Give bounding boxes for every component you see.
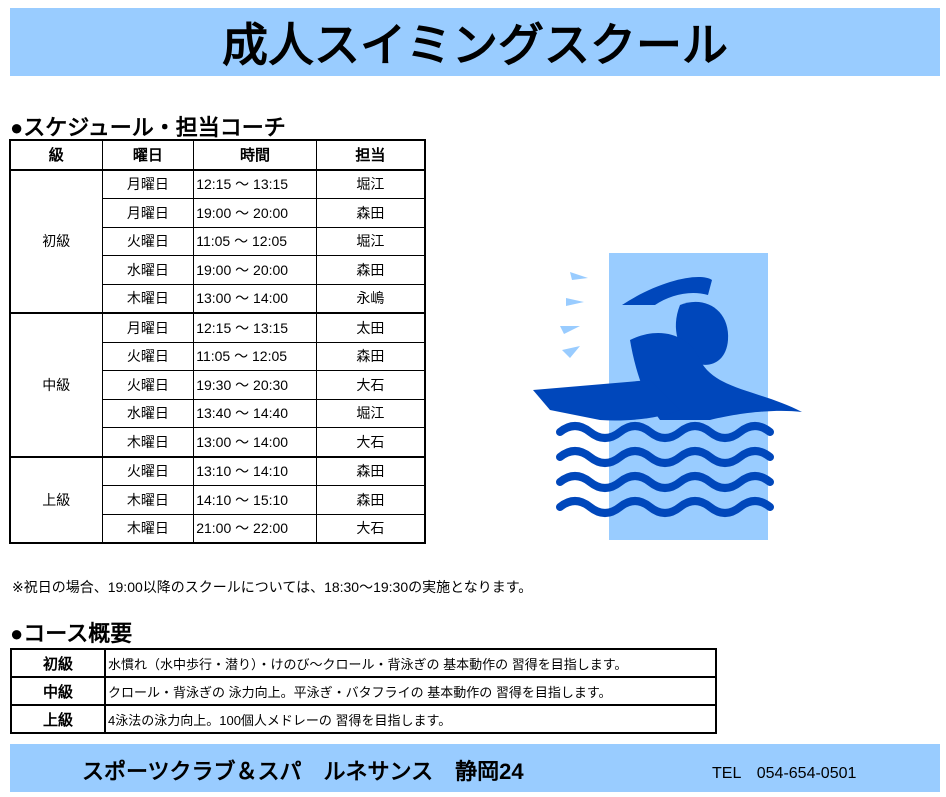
table-row: 月曜日 19:00 ～ 20:00 森田 xyxy=(10,198,426,228)
table-row: 火曜日 11:05 ～ 12:05 堀江 xyxy=(10,226,426,256)
day-cell: 月曜日 xyxy=(101,169,195,199)
footer-banner: スポーツクラブ＆スパ ルネサンス 静岡24 TEL 054-654-0501 xyxy=(10,744,940,792)
table-row: 木曜日 14:10 ～ 15:10 森田 xyxy=(10,485,426,515)
time-cell: 11:05 ～ 12:05 xyxy=(193,226,317,256)
time-cell: 13:10 ～ 14:10 xyxy=(193,456,317,486)
coach-cell: 森田 xyxy=(315,255,426,285)
course-description: 4泳法の泳力向上。100個人メドレーの 習得を目指します。 xyxy=(104,704,717,734)
coach-cell: 大石 xyxy=(315,370,426,400)
coach-cell: 大石 xyxy=(315,513,426,544)
time-cell: 13:00 ～ 14:00 xyxy=(193,283,317,314)
day-cell: 火曜日 xyxy=(101,341,195,371)
course-level: 中級 xyxy=(10,676,106,706)
course-table: 初級 水慣れ（水中歩行・潜り）・けのび～クロール・背泳ぎの 基本動作の 習得を目指… xyxy=(10,648,717,734)
column-header: 担当 xyxy=(315,139,426,171)
day-cell: 月曜日 xyxy=(101,198,195,228)
course-heading: ●コース概要 xyxy=(10,621,133,646)
day-cell: 水曜日 xyxy=(101,398,195,428)
holiday-note: ※祝日の場合、19:00以降のスクールについては、18:30～19:30の実施と… xyxy=(12,579,533,595)
course-row: 上級 4泳法の泳力向上。100個人メドレーの 習得を目指します。 xyxy=(10,704,717,734)
coach-cell: 森田 xyxy=(315,198,426,228)
table-row: 中級 月曜日 12:15 ～ 13:15 太田 xyxy=(9,312,426,458)
table-row: 初級 月曜日 12:15 ～ 13:15 堀江 xyxy=(9,169,426,314)
level-cell: 中級 xyxy=(9,312,103,458)
schedule-heading: ●スケジュール・担当コーチ xyxy=(10,115,286,140)
table-row: 上級 火曜日 13:10 ～ 14:10 森田 xyxy=(9,456,426,544)
coach-cell: 永嶋 xyxy=(315,283,426,314)
level-cell: 上級 xyxy=(9,456,103,544)
day-cell: 水曜日 xyxy=(101,255,195,285)
time-cell: 19:00 ～ 20:00 xyxy=(193,198,317,228)
coach-cell: 森田 xyxy=(315,341,426,371)
time-cell: 13:00 ～ 14:00 xyxy=(193,427,317,458)
page-title: 成人スイミングスクール xyxy=(10,8,940,76)
coach-cell: 太田 xyxy=(315,312,426,343)
day-cell: 木曜日 xyxy=(101,513,195,544)
table-row: 木曜日 13:00 ～ 14:00 永嶋 xyxy=(10,283,426,314)
time-cell: 13:40 ～ 14:40 xyxy=(193,398,317,428)
day-cell: 火曜日 xyxy=(101,456,195,486)
day-cell: 火曜日 xyxy=(101,370,195,400)
coach-cell: 堀江 xyxy=(315,226,426,256)
schedule-table: 級曜日 時間 担当 初級 月曜日 12:15 ～ 13:15 堀江 月曜日 19:00 ～ 2… xyxy=(9,139,426,544)
table-row: 木曜日 21:00 ～ 22:00 大石 xyxy=(10,513,426,544)
coach-cell: 森田 xyxy=(315,456,426,486)
column-header: 級 xyxy=(9,139,103,171)
time-cell: 19:30 ～ 20:30 xyxy=(193,370,317,400)
phone-number: TEL 054-654-0501 xyxy=(712,765,857,782)
time-cell: 21:00 ～ 22:00 xyxy=(193,513,317,544)
splash-marks xyxy=(560,272,588,358)
course-description: クロール・背泳ぎの 泳力向上。平泳ぎ・バタフライの 基本動作の 習得を目指します… xyxy=(104,676,717,706)
time-cell: 19:00 ～ 20:00 xyxy=(193,255,317,285)
table-row: 火曜日 11:05 ～ 12:05 森田 xyxy=(10,341,426,371)
coach-cell: 堀江 xyxy=(315,169,426,199)
course-row: 中級 クロール・背泳ぎの 泳力向上。平泳ぎ・バタフライの 基本動作の 習得を目指し… xyxy=(10,676,717,706)
column-header: 時間 xyxy=(193,139,317,171)
swimmer-icon xyxy=(533,253,802,540)
course-level: 上級 xyxy=(10,704,106,734)
course-description: 水慣れ（水中歩行・潜り）・けのび～クロール・背泳ぎの 基本動作の 習得を目指しま… xyxy=(104,648,717,678)
swimmer-figure xyxy=(533,277,802,421)
coach-cell: 堀江 xyxy=(315,398,426,428)
time-cell: 14:10 ～ 15:10 xyxy=(193,485,317,515)
column-header: 曜日 xyxy=(101,139,195,171)
waves xyxy=(556,422,774,517)
day-cell: 木曜日 xyxy=(101,283,195,314)
course-level: 初級 xyxy=(10,648,106,678)
course-row: 初級 水慣れ（水中歩行・潜り）・けのび～クロール・背泳ぎの 基本動作の 習得を目指… xyxy=(10,648,717,678)
day-cell: 月曜日 xyxy=(101,312,195,343)
time-cell: 12:15 ～ 13:15 xyxy=(193,312,317,343)
level-cell: 初級 xyxy=(9,169,103,314)
day-cell: 木曜日 xyxy=(101,485,195,515)
time-cell: 11:05 ～ 12:05 xyxy=(193,341,317,371)
club-name: スポーツクラブ＆スパ ルネサンス 静岡24 xyxy=(82,759,524,784)
table-row: 水曜日 19:00 ～ 20:00 森田 xyxy=(10,255,426,285)
time-cell: 12:15 ～ 13:15 xyxy=(193,169,317,199)
table-row: 火曜日 19:30 ～ 20:30 大石 xyxy=(10,370,426,400)
coach-cell: 森田 xyxy=(315,485,426,515)
day-cell: 木曜日 xyxy=(101,427,195,458)
day-cell: 火曜日 xyxy=(101,226,195,256)
table-row: 木曜日 13:00 ～ 14:00 大石 xyxy=(10,427,426,458)
table-row: 水曜日 13:40 ～ 14:40 堀江 xyxy=(10,398,426,428)
coach-cell: 大石 xyxy=(315,427,426,458)
